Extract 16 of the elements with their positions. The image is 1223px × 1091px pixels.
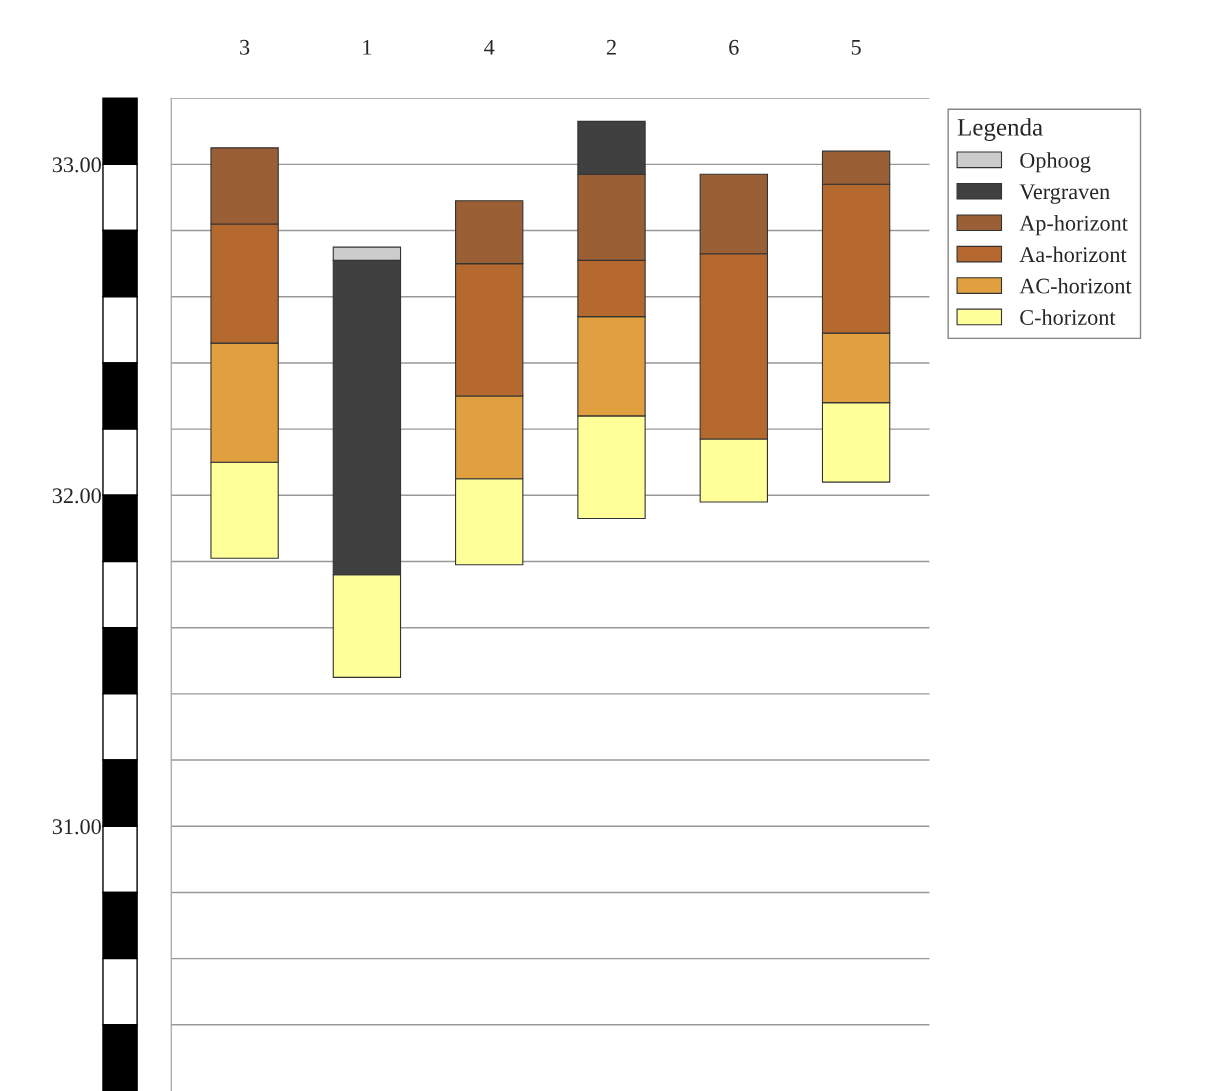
legend-label: AC-horizont (1019, 277, 1132, 294)
y-tick-label: 33.00 (52, 157, 101, 173)
y-tick-label: 32.00 (52, 488, 101, 504)
legend-label: Vergraven (1019, 184, 1110, 204)
y-tick-label: 31.00 (52, 819, 101, 835)
x-tick-label: 2 (606, 39, 616, 55)
legend-label: Aa-horizont (1019, 246, 1127, 263)
x-tick-label: 6 (729, 39, 739, 55)
x-tick-label: 3 (240, 39, 250, 55)
legend-label: Ap-horizont (1019, 215, 1128, 236)
legend-label: Ophoog (1020, 152, 1091, 173)
legend-label: C-horizont (1020, 309, 1116, 325)
legend-title: Legenda (957, 118, 1043, 141)
x-tick-label: 4 (484, 39, 495, 55)
x-tick-label: 1 (363, 39, 372, 55)
x-tick-label: 5 (851, 40, 861, 55)
